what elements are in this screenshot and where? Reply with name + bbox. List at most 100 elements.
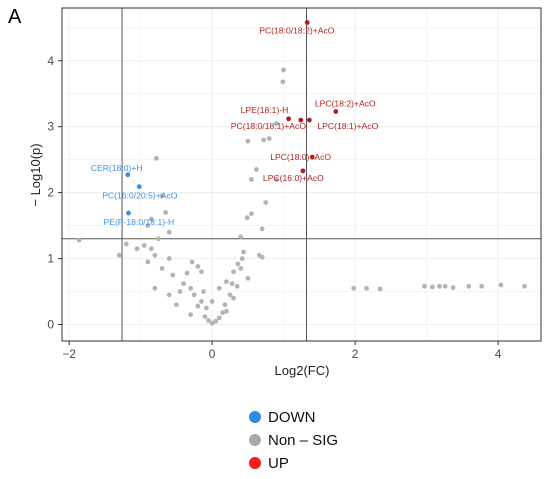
data-point-nonsig — [166, 256, 172, 261]
data-point-nonsig — [238, 234, 244, 240]
x-axis-label: Log2(FC) — [275, 363, 330, 378]
data-point-nonsig — [231, 269, 236, 275]
y-tick-label: 3 — [47, 120, 54, 134]
data-point-nonsig — [261, 137, 267, 143]
data-point-nonsig — [173, 302, 179, 308]
data-point-nonsig — [134, 246, 140, 252]
data-point-nonsig — [249, 211, 254, 217]
data-point-nonsig — [239, 256, 245, 261]
x-tick-label: 2 — [352, 347, 359, 361]
legend-label-nonsig: Non – SIG — [268, 432, 338, 449]
data-point-nonsig — [166, 229, 172, 235]
data-point-up — [306, 117, 312, 123]
data-point-nonsig — [123, 241, 129, 247]
data-point-nonsig — [224, 279, 229, 285]
data-point-nonsig — [364, 285, 369, 291]
data-point-nonsig — [152, 285, 158, 291]
point-label-up: LPC(18:2)+AcO — [315, 99, 376, 109]
data-point-nonsig — [189, 259, 195, 265]
data-point-nonsig — [234, 283, 240, 289]
data-point-nonsig — [450, 285, 456, 290]
data-point-nonsig — [181, 281, 186, 287]
point-label-up: LPC(18:1)+AcO — [317, 121, 378, 131]
data-point-nonsig — [188, 285, 194, 291]
data-point-nonsig — [422, 283, 427, 289]
data-point-nonsig — [224, 308, 229, 314]
data-point-up — [298, 117, 304, 123]
data-point-nonsig — [263, 200, 269, 205]
data-point-nonsig — [202, 314, 208, 320]
data-point-nonsig — [159, 193, 165, 199]
data-point-nonsig — [216, 285, 222, 291]
data-point-nonsig — [201, 289, 206, 294]
point-labels: PC(18:0/18:2)+AcO LPC(18:2)+AcO LPC(18:1)+… — [91, 26, 379, 228]
data-point-nonsig — [177, 289, 183, 294]
data-point-nonsig — [199, 269, 204, 275]
y-tick-label: 0 — [47, 318, 54, 332]
data-point-nonsig — [213, 318, 219, 324]
threshold-lines — [62, 8, 541, 341]
data-point-nonsig — [245, 275, 251, 281]
y-tick-label: 1 — [47, 252, 54, 266]
data-point-nonsig — [148, 246, 154, 252]
data-point-nonsig — [281, 67, 287, 73]
point-label-down: PC(16:0/20:5)+AcO — [102, 191, 178, 201]
data-point-down — [126, 210, 131, 216]
data-point-nonsig — [466, 283, 472, 289]
y-tick-label: 4 — [47, 54, 54, 68]
data-point-nonsig — [244, 215, 250, 221]
legend-swatch-down — [249, 411, 261, 423]
data-point-nonsig — [148, 216, 154, 222]
legend-swatch-nonsig — [249, 434, 261, 446]
data-point-nonsig — [159, 266, 165, 271]
data-point-nonsig — [191, 292, 197, 298]
data-point-nonsig — [259, 226, 265, 232]
data-point-nonsig — [116, 252, 122, 258]
data-point-down — [136, 184, 142, 190]
x-tick-label: 0 — [209, 347, 216, 361]
point-label-up: LPE(18:1)-H — [241, 105, 289, 115]
data-point-nonsig — [188, 312, 194, 318]
plot-panel: PC(18:0/18:2)+AcO LPC(18:2)+AcO LPC(18:1)+… — [61, 7, 542, 342]
data-point-nonsig — [522, 283, 527, 289]
data-point-nonsig — [163, 210, 169, 215]
data-point-down — [125, 172, 131, 178]
data-point-nonsig — [229, 281, 235, 287]
data-point-nonsig — [442, 283, 448, 289]
data-point-nonsig — [199, 299, 204, 304]
legend-swatch-up — [249, 457, 261, 469]
data-point-nonsig — [195, 303, 201, 309]
y-tick-label: 2 — [47, 186, 54, 200]
data-point-up — [304, 20, 310, 25]
point-label-down: CER(18:0)+H — [91, 163, 143, 173]
point-label-up: PC(18:0/18:2)+AcO — [259, 26, 335, 36]
point-label-up: LPC(16:0)+AcO — [263, 173, 324, 183]
data-point-nonsig — [209, 320, 215, 326]
data-point-nonsig — [216, 315, 222, 321]
data-point-nonsig — [259, 254, 265, 260]
data-point-nonsig — [241, 249, 246, 255]
y-axis: 0 1 2 3 4 — [47, 54, 62, 332]
data-point-nonsig — [377, 286, 383, 292]
data-point-nonsig — [145, 259, 151, 265]
data-point-nonsig — [195, 264, 201, 269]
y-axis-label: − Log10(p) — [28, 143, 43, 206]
panel-letter: A — [8, 6, 22, 28]
data-point-up — [333, 109, 339, 114]
data-point-nonsig — [184, 270, 190, 276]
data-point-nonsig — [141, 242, 147, 248]
x-axis: −2 0 2 4 — [62, 341, 502, 361]
data-point-nonsig — [152, 252, 158, 258]
data-point-nonsig — [429, 284, 435, 290]
data-point-up — [309, 154, 315, 160]
data-point-nonsig — [145, 223, 151, 229]
data-point-nonsig — [245, 138, 251, 144]
data-point-nonsig — [222, 302, 228, 308]
gridlines — [62, 8, 541, 341]
data-point-nonsig — [479, 283, 485, 289]
point-label-up: LPC(18:0)+AcO — [270, 152, 331, 162]
data-point-nonsig — [206, 318, 211, 323]
data-point-nonsig — [76, 237, 82, 243]
panel-border — [61, 7, 542, 342]
